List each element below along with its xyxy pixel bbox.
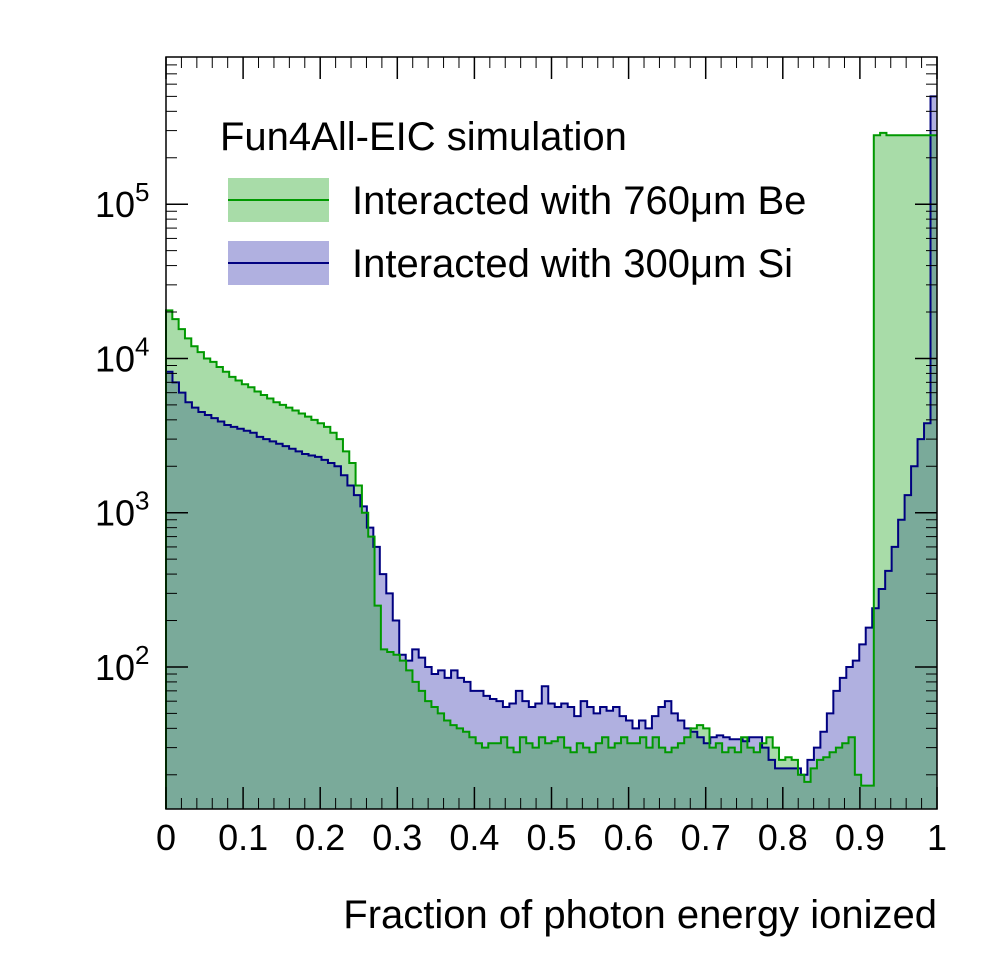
x-tick-labels: 0 0.1 0.2 0.3 0.4 0.5 0.6 0.7 0.8 0.9 1	[156, 817, 947, 858]
x-tick-label: 1	[927, 817, 947, 858]
series-line-si	[165, 95, 937, 809]
series-line-be	[165, 131, 937, 809]
y-tick-label: 104	[95, 331, 150, 379]
legend-label-be: Interacted with 760μm Be	[352, 179, 806, 223]
x-tick-label: 0.5	[526, 817, 576, 858]
x-tick-label: 0	[156, 817, 176, 858]
x-tick-label: 0.1	[218, 817, 268, 858]
x-tick-label: 0.3	[372, 817, 422, 858]
x-tick-label: 0.8	[758, 817, 808, 858]
legend-header: Fun4All-EIC simulation	[220, 115, 627, 159]
y-tick-labels: 102 103 104 105	[95, 177, 150, 688]
series-overlap-fill	[166, 132, 937, 809]
x-tick-label: 0.7	[681, 817, 731, 858]
y-tick-label: 102	[95, 640, 150, 688]
series-layer	[165, 95, 937, 809]
x-axis-title: Fraction of photon energy ionized	[343, 893, 937, 937]
x-tick-label: 0.4	[449, 817, 499, 858]
x-tick-label: 0.6	[604, 817, 654, 858]
y-tick-label: 105	[95, 177, 150, 225]
ticks-layer	[165, 56, 938, 809]
y-tick-label: 103	[95, 486, 150, 534]
legend-label-si: Interacted with 300μm Si	[352, 242, 793, 286]
legend: Fun4All-EIC simulation Interacted with 7…	[220, 115, 806, 286]
x-tick-label: 0.2	[295, 817, 345, 858]
x-tick-label: 0.9	[835, 817, 885, 858]
